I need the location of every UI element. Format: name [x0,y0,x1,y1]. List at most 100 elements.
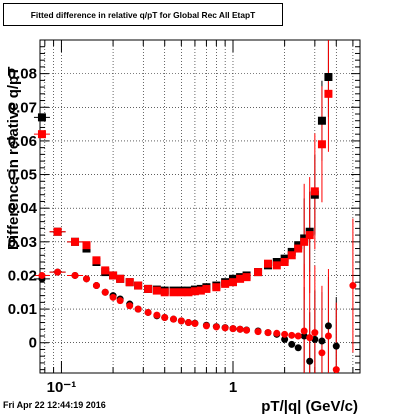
data-point-square [287,251,296,260]
data-point-circle [54,268,62,276]
data-point-square [202,284,211,293]
data-point-circle [288,340,296,348]
data-point-circle [184,319,192,327]
data-point-circle [169,315,177,323]
y-axis-title: Difference in relative q/pT [5,67,22,250]
data-point-circle [318,337,326,345]
y-tick-label: 0 [29,335,37,352]
data-point-square [305,231,314,240]
data-point-circle [311,329,319,337]
data-point-square [184,288,193,297]
data-point-square [310,187,319,196]
data-point-circle [71,271,79,279]
data-point-circle [221,324,229,332]
data-point-square [317,140,326,149]
data-point-square [37,113,46,122]
data-point-square [228,278,237,287]
data-point-square [294,244,303,253]
data-point-square [212,283,221,292]
x-tick-label: 10⁻¹ [47,379,77,396]
timestamp: Fri Apr 22 12:44:19 2016 [3,400,106,410]
data-point-circle [83,275,91,283]
data-point-square [92,256,101,265]
data-point-square [53,227,62,236]
data-point-square [221,279,230,288]
data-point-circle [243,326,251,334]
data-point-circle [332,366,340,374]
data-point-circle [126,302,134,310]
data-point-square [109,271,118,280]
data-point-square [242,273,251,282]
data-point-circle [318,349,326,357]
data-point-circle [306,357,314,365]
data-point-circle [116,297,124,305]
data-point-circle [153,311,161,319]
y-tick-label: 0.01 [8,301,37,318]
chart-title: Fitted difference in relative q/pT for G… [30,9,256,20]
data-markers [37,73,357,374]
data-point-circle [349,282,357,290]
data-point-circle [281,330,289,338]
plot-frame [39,39,361,374]
data-point-circle [324,332,332,340]
tick-labels: 0 0.01 0.02 0.03 0.04 0.05 0.06 0.07 0.08 10⁻¹ 1 [8,66,237,396]
data-point-square [134,281,143,290]
data-point-circle [134,305,142,313]
chart-title-box: Fitted difference in relative q/pT for G… [3,3,283,26]
data-point-circle [288,331,296,339]
data-point-square [317,116,326,125]
data-point-square [37,130,46,139]
data-point-square [272,261,281,270]
data-point-square [152,286,161,295]
data-point-circle [101,288,109,296]
data-point-circle [294,344,302,352]
data-point-circle [229,325,237,333]
data-point-square [280,258,289,266]
data-point-square [71,237,80,246]
data-point-circle [177,317,185,325]
data-point-square [144,284,153,293]
data-point-square [300,237,309,246]
data-point-circle [294,332,302,340]
data-point-square [254,268,263,277]
data-point-circle [306,334,314,342]
data-point-circle [254,328,262,336]
data-point-square [177,288,186,297]
data-point-circle [281,335,289,343]
data-point-circle [109,293,117,301]
data-point-square [324,73,333,81]
data-point-square [101,266,110,275]
x-tick-label: 1 [229,379,237,396]
data-point-circle [144,308,152,316]
data-point-circle [273,329,281,337]
axes [39,39,361,374]
data-point-circle [191,320,199,328]
data-point-square [125,278,134,287]
data-point-circle [300,327,308,335]
data-point-square [160,288,169,297]
y-tick-label: 0.08 [8,66,37,83]
data-point-circle [38,271,46,279]
y-tick-label: 0.03 [8,234,37,251]
data-point-square [169,288,178,297]
data-point-circle [264,329,272,337]
y-tick-label: 0.06 [8,133,37,150]
y-tick-label: 0.02 [8,267,37,284]
data-point-square [196,286,205,295]
data-point-circle [202,322,210,330]
y-tick-label: 0.04 [8,200,38,217]
y-tick-label: 0.05 [8,167,37,184]
data-point-circle [92,282,100,290]
data-point-square [190,287,199,296]
y-tick-label: 0.07 [8,99,37,116]
data-point-square [324,89,333,98]
x-axis-title: pT/|q| (GeV/c) [261,398,358,414]
data-point-square [116,274,125,283]
data-point-square [236,274,245,283]
data-point-circle [332,342,340,350]
data-point-square [82,241,91,250]
data-point-circle [236,325,244,333]
data-point-circle [324,322,332,330]
data-point-circle [300,332,308,340]
